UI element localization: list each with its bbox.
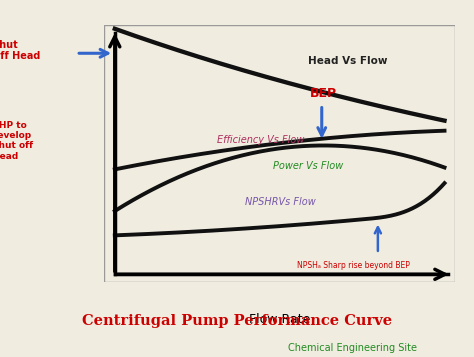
Text: Power Vs Flow: Power Vs Flow xyxy=(273,161,343,171)
Bar xyxy=(104,25,455,282)
Text: Efficiency Vs Flow: Efficiency Vs Flow xyxy=(217,135,304,145)
Text: Shut
Off Head: Shut Off Head xyxy=(0,40,40,61)
Text: BHP to
develop
Shut off
Head: BHP to develop Shut off Head xyxy=(0,121,33,161)
Text: Centrifugal Pump Performance Curve: Centrifugal Pump Performance Curve xyxy=(82,314,392,328)
Text: NPSHRVs Flow: NPSHRVs Flow xyxy=(245,197,315,207)
Text: Chemical Engineering Site: Chemical Engineering Site xyxy=(288,343,417,353)
Text: Flow Rate: Flow Rate xyxy=(249,313,310,326)
Text: Head Vs Flow: Head Vs Flow xyxy=(308,56,387,66)
Text: BEP: BEP xyxy=(310,87,337,100)
Text: NPSHₐ Sharp rise beyond BEP: NPSHₐ Sharp rise beyond BEP xyxy=(297,261,410,271)
